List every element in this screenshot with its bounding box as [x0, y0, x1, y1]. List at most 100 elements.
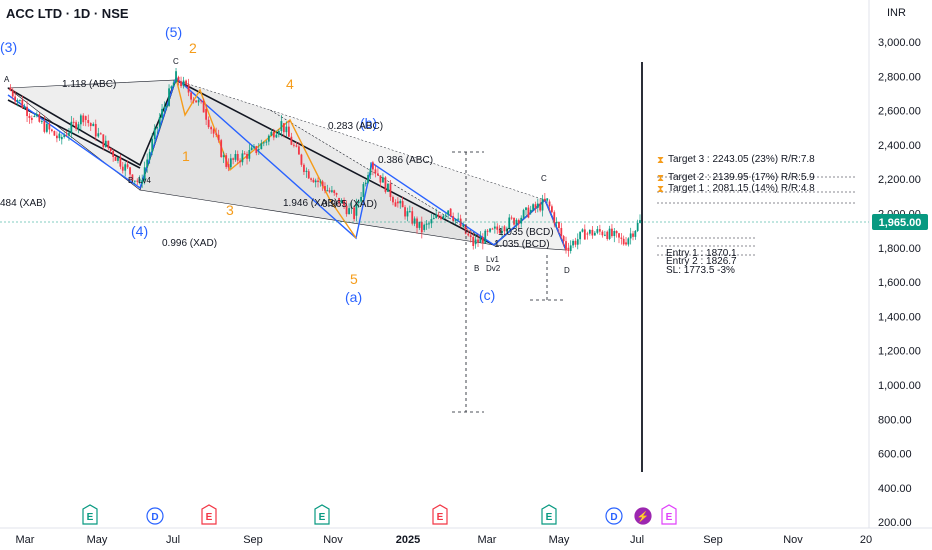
candle-body [469, 235, 472, 238]
candle-body [379, 175, 382, 183]
candle-body [177, 76, 180, 82]
candle-body [440, 216, 442, 219]
candle-body [632, 233, 634, 237]
candle-body [136, 180, 139, 182]
candle-body [26, 106, 28, 116]
candle-body [328, 190, 331, 192]
candle-body [588, 229, 591, 234]
candle-body [210, 127, 213, 130]
candle-body [14, 96, 17, 102]
candle-body [38, 114, 41, 122]
candle-body [603, 234, 606, 236]
candle-body [168, 88, 170, 106]
candle-body [23, 106, 26, 108]
candle-body [146, 159, 149, 168]
candle-body [243, 153, 246, 155]
candle-body [493, 226, 496, 229]
candle-body [489, 228, 491, 232]
candle-body [222, 155, 225, 158]
candle-body [449, 208, 452, 217]
candle-body [163, 106, 166, 109]
candle-body [362, 184, 365, 197]
candle-body [326, 190, 329, 192]
candle-body [40, 121, 43, 123]
candle-body [462, 224, 465, 227]
candle-body [305, 170, 308, 172]
candle-body [248, 150, 251, 159]
candle-body [205, 108, 208, 120]
candle-body [319, 181, 322, 183]
candlestick-series[interactable] [9, 68, 641, 257]
harmonic-pattern[interactable] [7, 79, 567, 251]
candle-body [287, 126, 290, 137]
candle-body [560, 228, 563, 237]
candle-body [372, 162, 374, 170]
candle-body [601, 231, 604, 236]
candle-body [227, 164, 230, 168]
candle-body [104, 140, 107, 147]
candle-body [97, 133, 100, 137]
candle-body [420, 221, 423, 233]
candle-body [30, 117, 33, 120]
candle-body [35, 114, 38, 117]
candle-body [435, 214, 438, 218]
candle-body [389, 183, 392, 198]
candle-body [303, 164, 305, 172]
candle-body [260, 143, 263, 150]
candle-body [131, 174, 134, 181]
candle-body [369, 168, 372, 176]
candle-body [430, 219, 433, 224]
candle-body [579, 231, 582, 240]
candle-body [428, 223, 430, 225]
candle-body [543, 198, 546, 201]
candle-body [639, 220, 641, 223]
candle-body [270, 131, 273, 136]
symbol-title[interactable]: ACC LTD · 1D · NSE [6, 6, 129, 21]
candle-body [28, 115, 31, 118]
candle-body [574, 240, 577, 245]
candle-body [182, 80, 185, 87]
candle-body [583, 229, 586, 240]
candle-body [200, 100, 203, 102]
candle-body [117, 157, 119, 161]
candle-body [606, 231, 609, 239]
candle-body [442, 215, 445, 219]
projection-lines [452, 151, 564, 413]
candle-body [92, 123, 95, 127]
candle-body [510, 217, 513, 219]
candle-body [234, 153, 237, 160]
candle-body [532, 204, 534, 210]
candle-body [241, 153, 244, 163]
candle-body [43, 121, 46, 132]
candle-body [293, 144, 295, 146]
candle-body [170, 86, 173, 89]
candle-body [627, 238, 630, 245]
candle-body [345, 205, 348, 215]
currency-label[interactable]: INR [887, 7, 906, 19]
candle-body [89, 123, 92, 127]
candle-body [48, 123, 51, 130]
candle-body [452, 216, 455, 221]
candle-body [9, 87, 12, 91]
candle-body [172, 82, 175, 87]
candle-body [307, 171, 310, 179]
candle-body [396, 201, 399, 204]
candle-body [374, 169, 377, 174]
candle-body [586, 233, 589, 235]
candle-body [212, 129, 215, 134]
candle-body [423, 224, 426, 230]
candle-body [517, 219, 520, 224]
candle-body [262, 142, 265, 144]
candle-body [477, 239, 479, 243]
candle-body [387, 183, 389, 192]
candle-body [447, 210, 450, 215]
candle-body [572, 240, 574, 246]
candle-body [202, 101, 205, 113]
candle-body [546, 198, 549, 201]
candle-body [82, 115, 85, 123]
elliott-orange-lines[interactable] [175, 77, 357, 239]
candle-body [151, 138, 154, 152]
candle-body [598, 229, 601, 232]
candle-body [629, 233, 632, 239]
